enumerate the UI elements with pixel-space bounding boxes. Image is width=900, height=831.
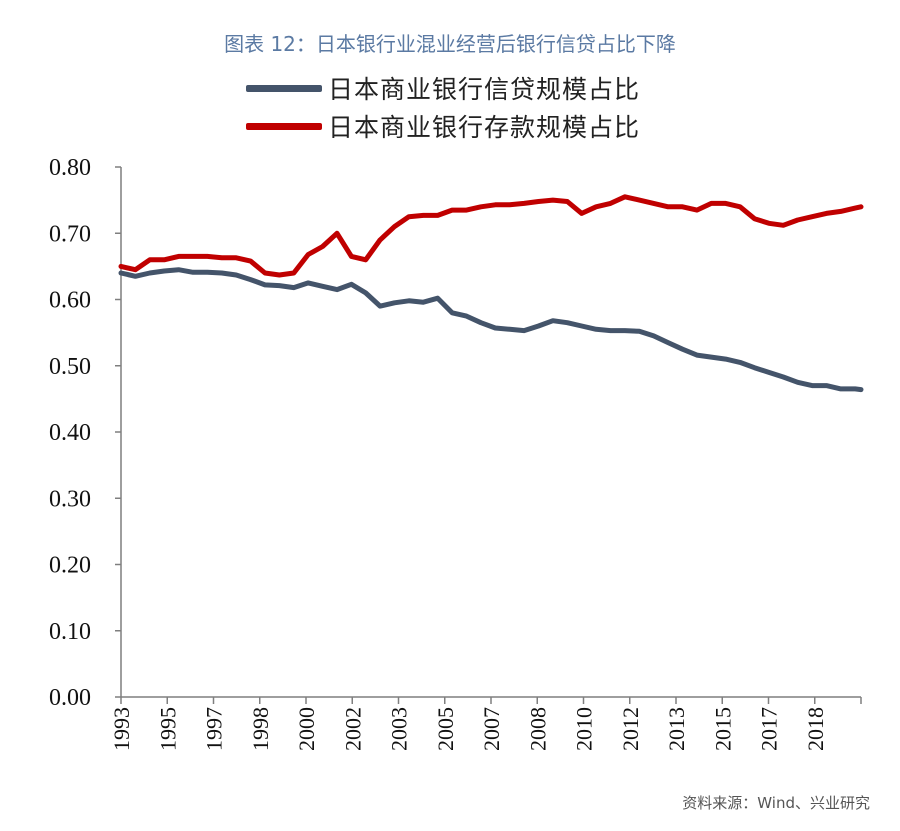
x-tick-label: 2013 xyxy=(664,707,689,751)
x-tick-label: 1995 xyxy=(155,707,180,751)
chart-title: 图表 12：日本银行业混业经营后银行信贷占比下降 xyxy=(224,32,676,56)
x-tick-label: 2018 xyxy=(803,707,828,751)
deposit-share-series-line xyxy=(118,194,864,278)
legend-label-credit: 日本商业银行信贷规模占比 xyxy=(328,75,641,104)
legend-label-deposit: 日本商业银行存款规模占比 xyxy=(328,113,641,142)
x-tick-label: 2015 xyxy=(710,707,735,751)
source-note: 资料来源：Wind、兴业研究 xyxy=(682,794,870,812)
y-tick-label: 0.80 xyxy=(49,155,91,181)
x-tick-label: 2007 xyxy=(479,707,504,751)
x-tick-label: 2005 xyxy=(433,707,458,751)
y-tick-label: 0.60 xyxy=(49,288,91,314)
x-tick-label: 1998 xyxy=(248,707,273,751)
x-tick-label: 2002 xyxy=(340,707,365,751)
legend-item-deposit: 日本商业银行存款规模占比 xyxy=(246,111,641,142)
x-tick-label: 1997 xyxy=(202,707,227,751)
legend-swatch-deposit xyxy=(246,122,322,130)
x-tick-label: 2012 xyxy=(618,707,643,751)
y-tick-label: 0.70 xyxy=(49,221,91,247)
y-tick-label: 0.10 xyxy=(49,619,91,645)
legend-item-credit: 日本商业银行信贷规模占比 xyxy=(246,73,641,104)
x-tick-label: 2008 xyxy=(525,707,550,751)
y-tick-label: 0.00 xyxy=(49,685,91,711)
x-tick-label: 2010 xyxy=(572,707,597,751)
x-tick-label: 2000 xyxy=(294,707,319,751)
y-tick-label: 0.30 xyxy=(49,486,91,512)
credit-share-series-line xyxy=(118,267,864,393)
legend-swatch-credit xyxy=(246,84,322,92)
y-tick-label: 0.20 xyxy=(49,553,91,579)
y-tick-label: 0.50 xyxy=(49,354,91,380)
x-tick-label: 2017 xyxy=(757,707,782,751)
y-tick-label: 0.40 xyxy=(49,420,91,446)
x-tick-label: 1993 xyxy=(109,707,134,751)
x-tick-label: 2003 xyxy=(387,707,412,751)
